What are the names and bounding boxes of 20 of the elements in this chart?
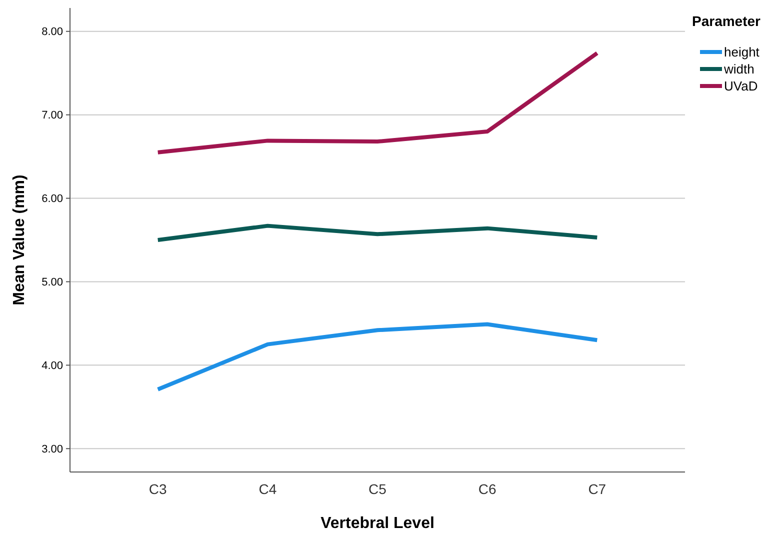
line-series xyxy=(156,51,600,154)
y-tick-label: 4.00 xyxy=(42,360,63,372)
legend-label: width xyxy=(723,62,754,77)
y-axis-title: Mean Value (mm) xyxy=(11,174,28,306)
y-tick-label: 5.00 xyxy=(42,276,63,289)
x-tick-label: C4 xyxy=(258,481,277,497)
x-tick-label: C3 xyxy=(148,481,168,497)
y-tick-label: 7.00 xyxy=(42,110,63,122)
legend-label: UVaD xyxy=(724,78,758,94)
x-axis-title: Vertebral Level xyxy=(320,515,434,532)
line-series xyxy=(156,224,600,242)
line-series xyxy=(156,322,600,392)
x-tick-label: C6 xyxy=(478,481,496,497)
x-tick-label: C7 xyxy=(588,481,606,497)
y-tick-label: 8.00 xyxy=(42,26,63,38)
y-tick-label: 3.00 xyxy=(42,443,63,456)
legend-title: Parameter xyxy=(692,13,762,29)
legend-label: height xyxy=(724,44,760,60)
x-tick-label: C5 xyxy=(368,481,387,497)
y-tick-label: 6.00 xyxy=(42,193,63,206)
